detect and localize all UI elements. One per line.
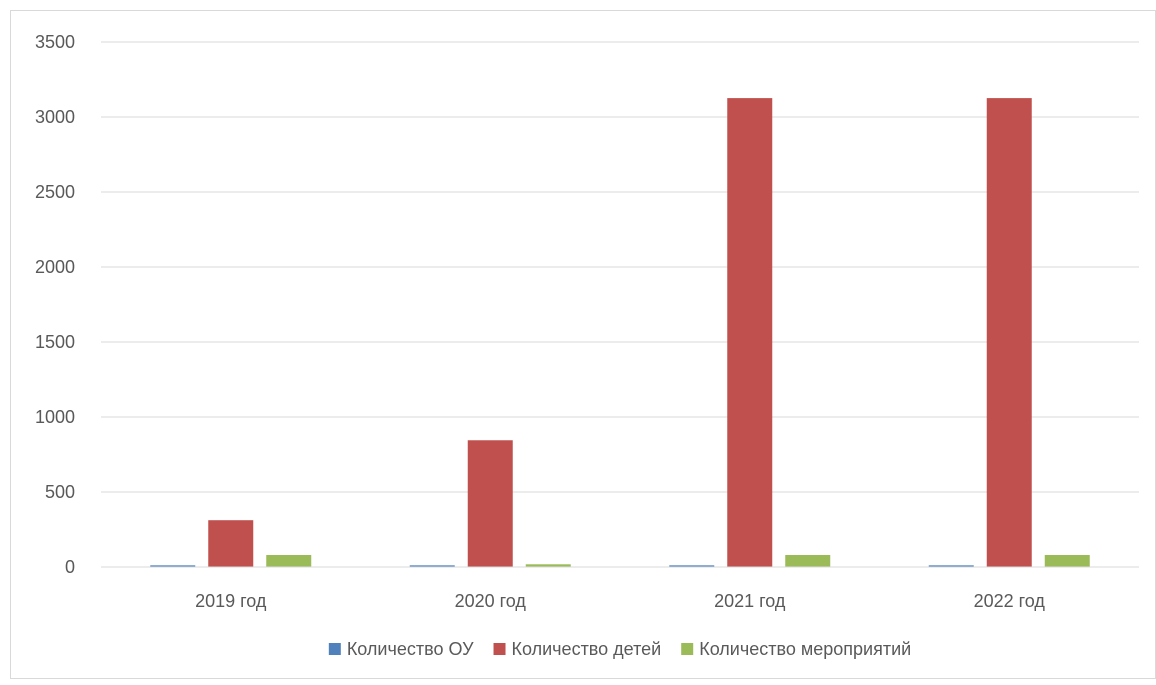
x-tick-label: 2020 год — [455, 591, 527, 611]
y-tick-label: 1000 — [35, 407, 75, 427]
bar — [409, 565, 455, 567]
y-tick-label: 0 — [65, 557, 75, 577]
x-tick-label: 2019 год — [195, 591, 267, 611]
bar — [150, 565, 196, 567]
bar-chart: 0 500 1000 1500 2000 2500 3000 3500 2019 год 202… — [35, 32, 1139, 659]
x-axis-category-labels: 2019 год 2020 год 2021 год 2022 год — [195, 591, 1045, 611]
y-tick-label: 3000 — [35, 107, 75, 127]
legend-label: Количество детей — [512, 639, 662, 659]
y-tick-label: 1500 — [35, 332, 75, 352]
bar — [727, 98, 773, 567]
chart-frame: 0 500 1000 1500 2000 2500 3000 3500 2019 год 202… — [10, 10, 1156, 679]
bar — [208, 520, 254, 567]
bar — [785, 555, 831, 567]
y-axis-tick-labels: 0 500 1000 1500 2000 2500 3000 3500 — [35, 32, 75, 577]
gridlines — [101, 41, 1139, 493]
x-tick-label: 2022 год — [974, 591, 1046, 611]
bar — [1044, 555, 1090, 567]
x-tick-label: 2021 год — [714, 591, 786, 611]
legend-swatch — [328, 643, 341, 655]
bars — [150, 98, 1090, 567]
y-tick-label: 2500 — [35, 182, 75, 202]
legend: Количество ОУ Количество детей Количество … — [328, 639, 911, 659]
bar — [266, 555, 312, 567]
legend-swatch — [681, 643, 694, 655]
legend-swatch — [493, 643, 506, 655]
bar — [669, 565, 715, 567]
y-tick-label: 500 — [45, 482, 75, 502]
y-tick-label: 3500 — [35, 32, 75, 52]
bar — [928, 565, 974, 567]
y-tick-label: 2000 — [35, 257, 75, 277]
bar — [986, 98, 1032, 567]
legend-label: Количество ОУ — [347, 639, 474, 659]
legend-label: Количество мероприятий — [699, 639, 911, 659]
bar — [467, 440, 513, 567]
bar — [525, 564, 571, 567]
